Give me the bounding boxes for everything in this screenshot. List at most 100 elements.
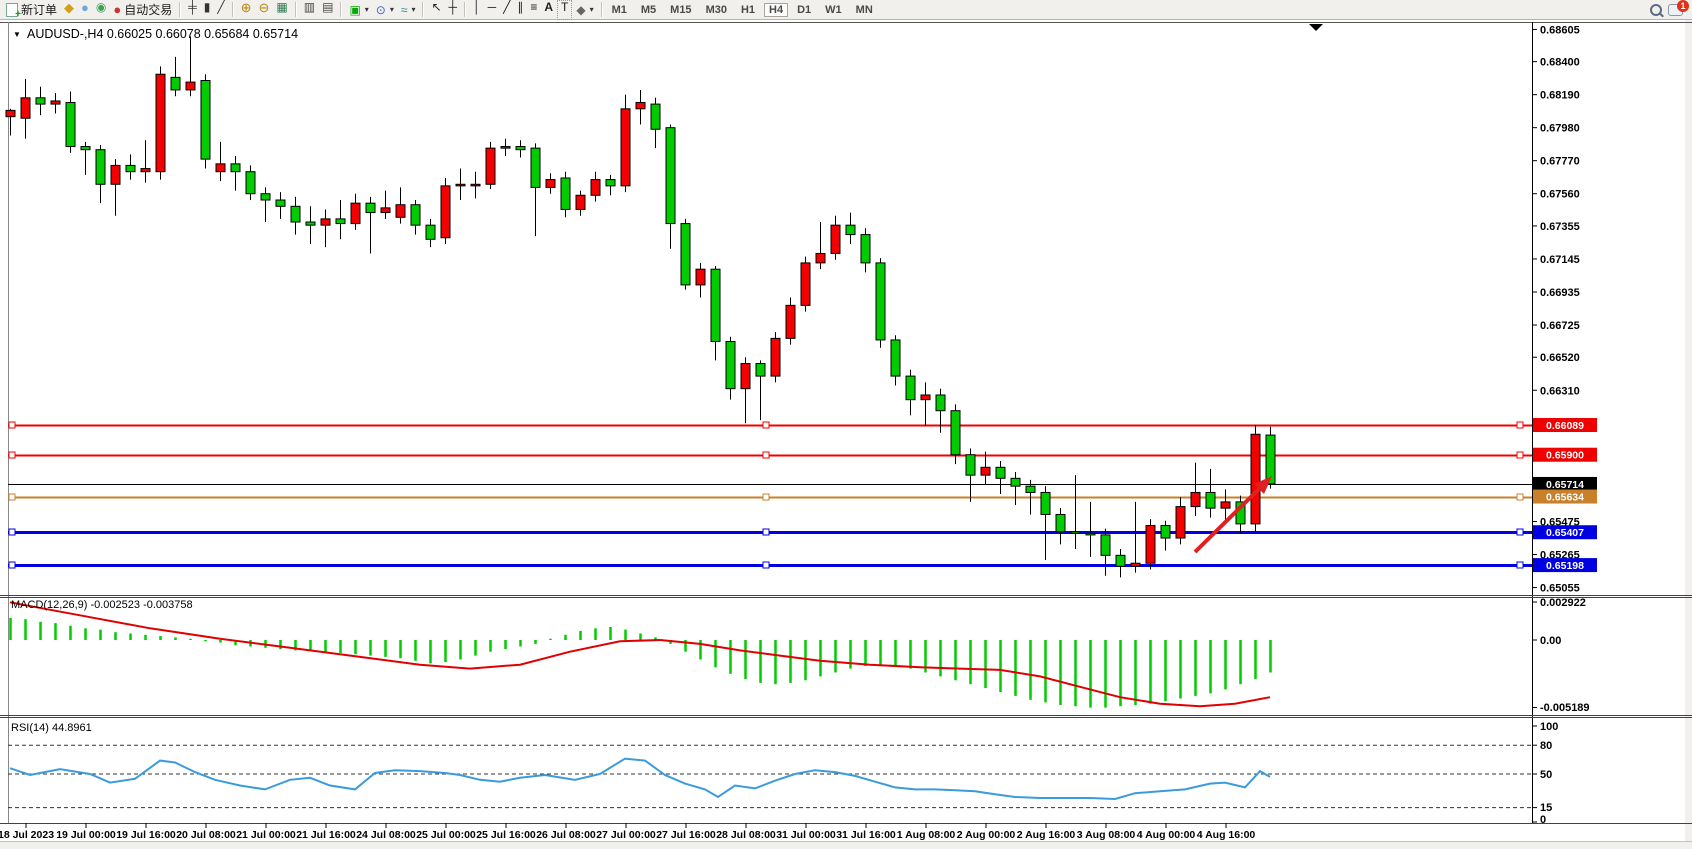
timeframe-switcher: M1 M5 M15 M30 H1 H4 D1 W1 MN [607, 2, 878, 17]
line-handle[interactable] [1516, 561, 1524, 569]
line-handle[interactable] [8, 561, 16, 569]
shapes-tool-button[interactable]: ◆ ▾ [573, 1, 596, 19]
tab-timeframe-M5[interactable]: M5 [640, 3, 657, 16]
time-axis[interactable]: 18 Jul 2023 19 Jul 00:00 19 Jul 16:00 20 Ju… [0, 823, 1255, 841]
svg-text:1 Aug 08:00: 1 Aug 08:00 [897, 829, 956, 841]
tab-timeframe-W1[interactable]: W1 [825, 3, 842, 16]
search-icon[interactable] [1650, 3, 1662, 16]
line-handle[interactable] [1516, 451, 1524, 459]
indicators-button[interactable]: ≈ ▾ [398, 1, 419, 19]
shapes-icon: ◆ [576, 2, 586, 17]
line-handle[interactable] [1516, 528, 1524, 536]
price-badge-0.66089 [1533, 418, 1597, 432]
svg-text:AUDUSD-,H4 0.66025 0.66078 0.: AUDUSD-,H4 0.66025 0.66078 0.65684 0.657… [27, 27, 298, 41]
svg-text:24 Jul 08:00: 24 Jul 08:00 [356, 829, 416, 841]
line-handle[interactable] [762, 528, 770, 536]
bar-chart-icon[interactable]: ╪ [188, 0, 197, 14]
line-handle[interactable] [762, 421, 770, 429]
svg-text:0.67145: 0.67145 [1540, 254, 1580, 266]
autotrading-button[interactable]: ● 自动交易 [110, 1, 175, 19]
tab-timeframe-D1[interactable]: D1 [797, 3, 812, 16]
svg-text:0: 0 [1540, 814, 1546, 826]
svg-text:50: 50 [1540, 769, 1552, 781]
price-axis: 0.68605 0.68400 0.68190 0.67980 0.67770 0.675… [1532, 24, 1597, 595]
line-handle[interactable] [8, 528, 16, 536]
zoom-in-icon[interactable]: ⊕ [240, 0, 252, 15]
candlesticks[interactable] [5, 36, 1276, 578]
chart-arrange2-icon[interactable]: ▤ [322, 0, 334, 14]
line-chart-icon[interactable]: ╱ [217, 0, 225, 14]
svg-text:0.67770: 0.67770 [1540, 156, 1580, 168]
chart-arrange-icon[interactable]: ▥ [303, 0, 316, 14]
svg-text:0.67560: 0.67560 [1540, 189, 1580, 201]
svg-text:0.002922: 0.002922 [1540, 597, 1586, 609]
notifications-icon[interactable]: 1 [1668, 0, 1689, 16]
svg-text:0.00: 0.00 [1540, 635, 1561, 647]
channel-tool-icon[interactable]: ∥ [517, 0, 524, 14]
new-order-button[interactable]: + 新订单 [3, 1, 60, 20]
svg-text:21 Jul 16:00: 21 Jul 16:00 [296, 829, 356, 841]
zoom-out-icon[interactable]: ⊖ [258, 0, 270, 15]
clock-icon: ⊙ [375, 2, 386, 17]
svg-text:15: 15 [1540, 802, 1552, 814]
new-chart-button[interactable]: ▣ ▾ [346, 1, 371, 19]
crosshair-tool-icon[interactable]: ┼ [448, 0, 458, 14]
svg-text:0.65714: 0.65714 [1546, 479, 1584, 491]
tab-timeframe-M1[interactable]: M1 [611, 3, 627, 16]
svg-text:4 Aug 16:00: 4 Aug 16:00 [1197, 829, 1256, 841]
price-badge-0.65198 [1533, 558, 1597, 573]
pointer-tool-icon[interactable]: ↖ [431, 0, 442, 14]
svg-text:21 Jul 00:00: 21 Jul 00:00 [236, 829, 296, 841]
line-handle[interactable] [8, 421, 16, 429]
rsi-pane[interactable]: RSI(14) 44.8961 100 80 50 150 [8, 721, 1558, 826]
annotation-arrow[interactable] [1193, 476, 1272, 554]
pane-separator[interactable] [0, 595, 1692, 598]
svg-text:0.66310: 0.66310 [1540, 385, 1580, 397]
tab-timeframe-MN[interactable]: MN [855, 3, 873, 16]
text-tool-icon[interactable]: A [544, 0, 553, 14]
horizontal-line-tool-icon[interactable]: ─ [487, 0, 497, 14]
svg-text:25 Jul 16:00: 25 Jul 16:00 [476, 829, 536, 841]
line-handle[interactable] [8, 451, 16, 459]
chart-background [0, 20, 1692, 849]
chart-title: ▼ AUDUSD-,H4 0.66025 0.66078 0.65684 0.65… [13, 27, 298, 41]
tab-timeframe-H1[interactable]: H1 [740, 3, 756, 16]
svg-text:0.66520: 0.66520 [1540, 352, 1580, 364]
chevron-down-icon: ▾ [589, 5, 594, 14]
tile-windows-icon[interactable]: ▦ [276, 0, 288, 14]
svg-text:100: 100 [1540, 721, 1558, 733]
new-order-icon: + [6, 2, 21, 20]
tab-timeframe-H4[interactable]: H4 [764, 2, 789, 17]
svg-text:0.65198: 0.65198 [1546, 560, 1584, 572]
trendline-tool-icon[interactable]: ╱ [503, 0, 511, 14]
svg-text:80: 80 [1540, 740, 1552, 752]
pane-separator[interactable] [0, 715, 1692, 718]
macd-pane[interactable]: MACD(12,26,9) -0.002523 -0.003758 0.00292… [9, 597, 1590, 714]
toolbar-right: 1 [1650, 0, 1689, 16]
line-handle[interactable] [762, 561, 770, 569]
svg-text:0.66725: 0.66725 [1540, 320, 1580, 332]
toolbar-separator [340, 2, 343, 17]
svg-text:0.66089: 0.66089 [1546, 420, 1584, 432]
svg-text:31 Jul 16:00: 31 Jul 16:00 [836, 829, 896, 841]
svg-text:27 Jul 00:00: 27 Jul 00:00 [596, 829, 656, 841]
line-handle[interactable] [1516, 493, 1524, 501]
line-handle[interactable] [8, 493, 16, 501]
line-handle[interactable] [762, 493, 770, 501]
price-badge-0.65900 [1533, 447, 1597, 462]
chart-shift-marker[interactable] [1309, 24, 1323, 31]
candlestick-chart-icon[interactable]: ▮ [203, 0, 211, 14]
tab-timeframe-M30[interactable]: M30 [705, 3, 727, 16]
signal-icon[interactable]: ◉ [95, 0, 107, 14]
tab-timeframe-M15[interactable]: M15 [670, 3, 692, 16]
svg-text:2 Aug 00:00: 2 Aug 00:00 [957, 829, 1016, 841]
text-label-tool-icon[interactable]: T [557, 0, 573, 20]
period-button[interactable]: ⊙ ▾ [373, 1, 397, 19]
cursor-tool-icon[interactable]: ◆ [64, 0, 75, 15]
line-handle[interactable] [1516, 421, 1524, 429]
fibonacci-tool-icon[interactable]: ≡ [530, 0, 538, 14]
vertical-line-tool-icon[interactable]: │ [473, 0, 481, 14]
market-watch-icon[interactable]: ● [81, 0, 89, 15]
line-handle[interactable] [762, 451, 770, 459]
